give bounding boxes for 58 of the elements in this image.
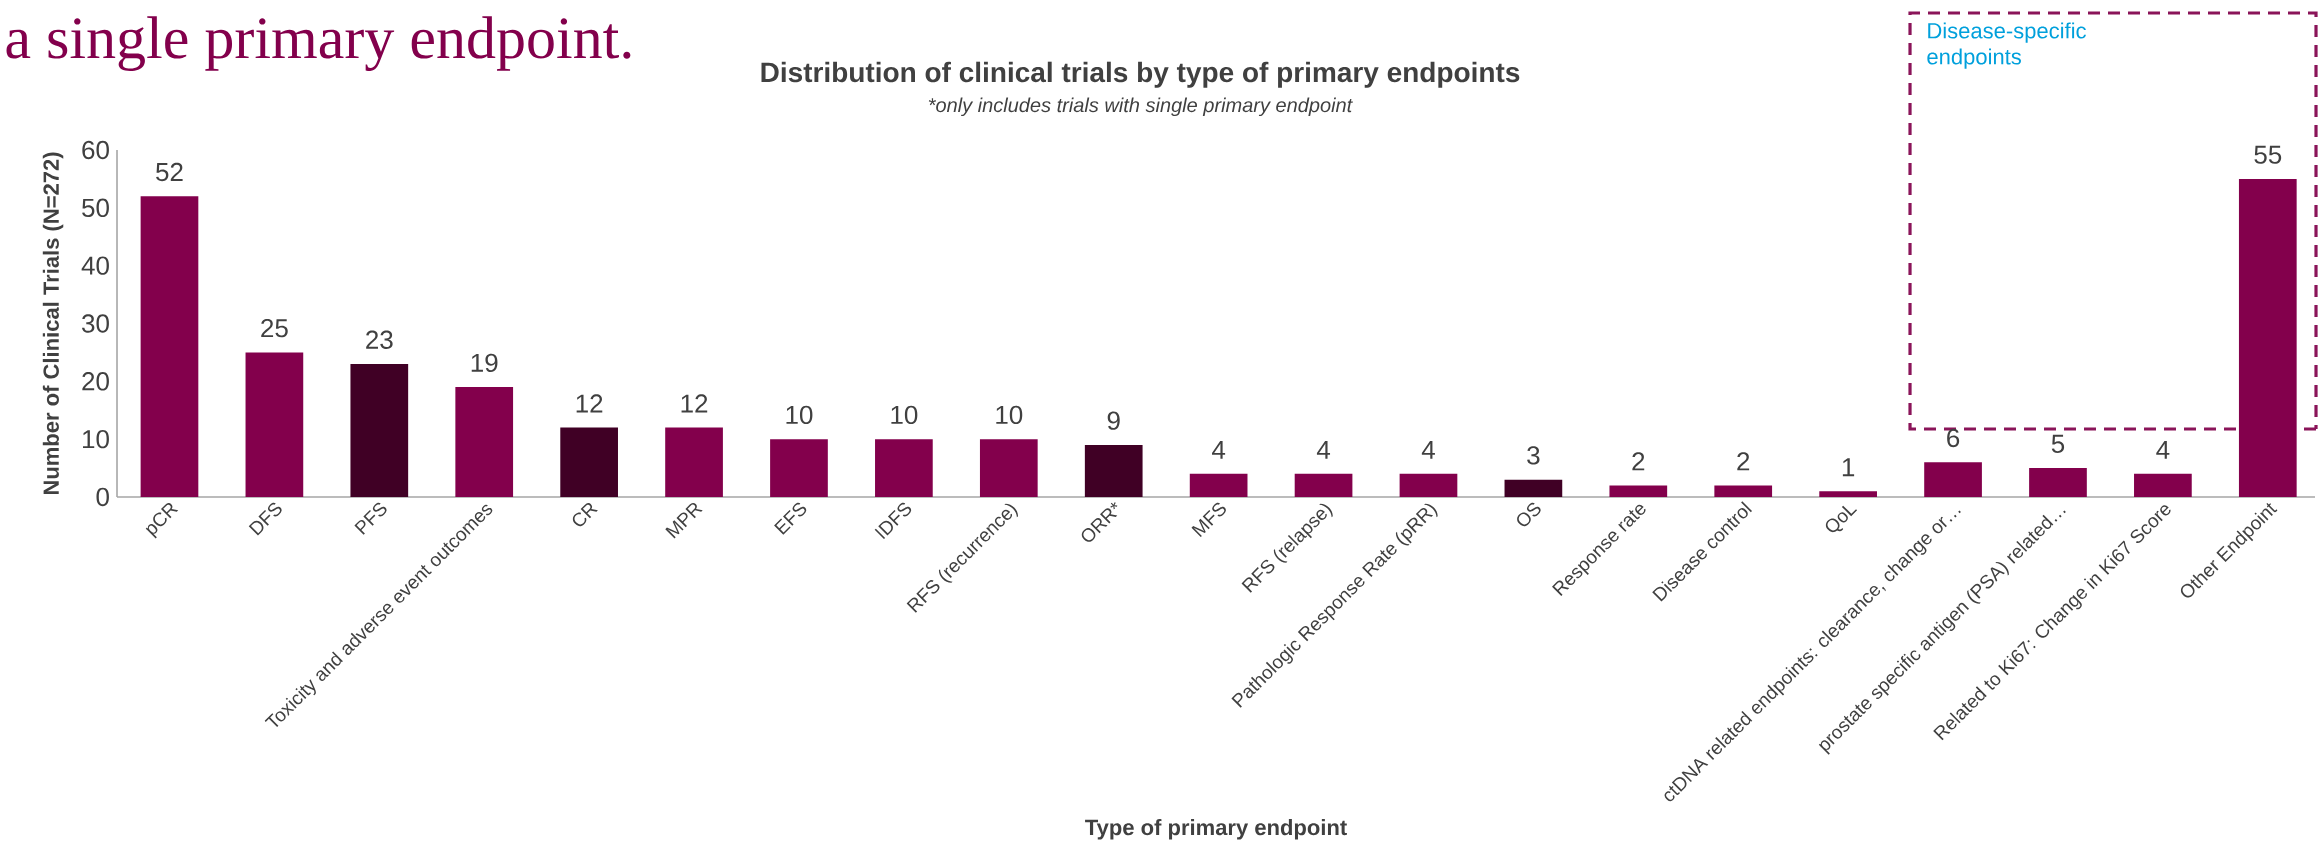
- data-label: 12: [681, 394, 708, 413]
- data-label: 5: [2051, 434, 2065, 453]
- data-label: 1: [1842, 458, 1855, 477]
- bar: [140, 196, 199, 497]
- bar: [770, 439, 828, 497]
- text: Disease-specific endpoints: [1927, 22, 2086, 69]
- data-label: 10: [996, 405, 1023, 425]
- y-tick-label: 60: [82, 140, 109, 160]
- y-tick-label: 30: [82, 314, 109, 333]
- data-label: 25: [261, 318, 288, 338]
- data-label: 19: [471, 353, 498, 373]
- x-tick-label: QoL: [1825, 505, 1858, 533]
- data-label: 4: [1212, 440, 1226, 459]
- bar: [560, 427, 618, 497]
- bar: [350, 363, 409, 497]
- bar: [979, 439, 1038, 497]
- data-label: 6: [1947, 428, 1960, 448]
- data-label: 10: [891, 405, 918, 425]
- bar: [1399, 473, 1458, 497]
- bar: [1504, 479, 1563, 497]
- bar: [1189, 473, 1248, 497]
- bar: [455, 387, 514, 497]
- bar: [1924, 462, 1982, 497]
- data-label: 10: [786, 405, 813, 425]
- chart-subtitle: *only includes trials with single primary endpoint: [928, 97, 1353, 117]
- data-label: 12: [576, 394, 603, 413]
- y-tick-label: 0: [96, 487, 109, 507]
- y-tick-label: 20: [82, 372, 109, 391]
- data-label: 4: [1421, 440, 1435, 459]
- text: a single primary endpoint.: [6, 16, 631, 71]
- bar: [245, 352, 304, 497]
- bar: [2134, 473, 2192, 497]
- bar: [875, 439, 933, 497]
- data-label: 4: [2156, 440, 2170, 459]
- data-label: 23: [366, 330, 393, 349]
- data-label: 2: [1632, 452, 1645, 471]
- x-tick-label: CR: [572, 503, 598, 527]
- y-axis-title: Number of Clinical Trials (N=272): [42, 152, 64, 495]
- data-label: 9: [1107, 411, 1120, 430]
- data-label: 3: [1527, 446, 1540, 465]
- bar: [1819, 491, 1877, 497]
- bar: [1714, 485, 1773, 497]
- data-label: 4: [1316, 440, 1331, 459]
- bar: [1609, 485, 1668, 497]
- bar: [1294, 473, 1353, 497]
- data-label: 2: [1737, 452, 1750, 471]
- data-label: 55: [2254, 145, 2282, 164]
- bar: [2238, 178, 2297, 497]
- bar: [1084, 444, 1143, 497]
- data-label: 52: [156, 162, 183, 182]
- x-tick-label: OS: [1517, 502, 1541, 527]
- y-tick-label: 40: [81, 256, 109, 275]
- bar: [665, 427, 723, 497]
- x-axis-title: Type of primary endpoint: [1085, 819, 1347, 840]
- y-tick-label: 50: [82, 198, 109, 218]
- chart-title: Distribution of clinical trials by type of primary endpoints: [761, 61, 1520, 88]
- bar: [2029, 468, 2087, 497]
- y-tick-label: 10: [83, 429, 109, 449]
